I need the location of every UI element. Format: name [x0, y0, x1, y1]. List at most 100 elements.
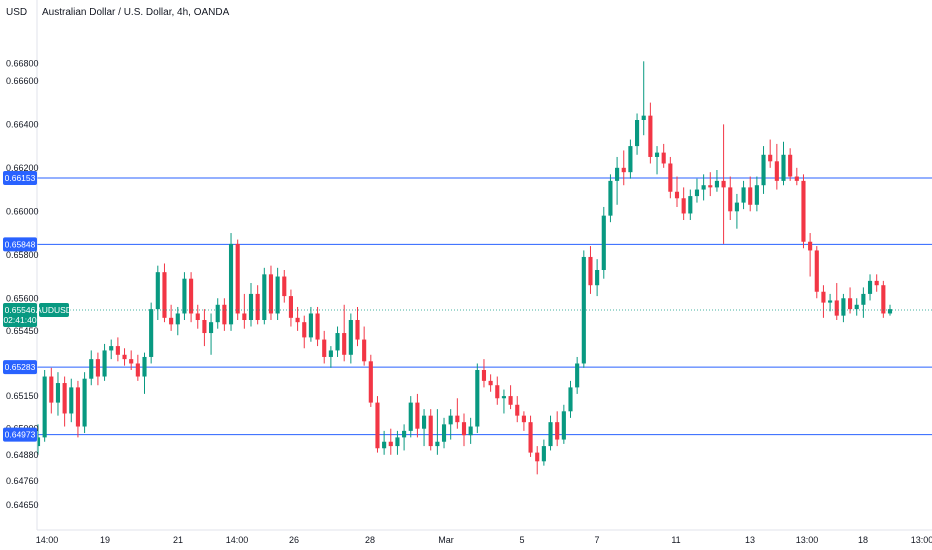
candle-body [801, 180, 806, 242]
candle [774, 143, 779, 190]
candle [581, 250, 586, 368]
candle [808, 233, 813, 277]
candle [308, 306, 313, 342]
candle [182, 272, 187, 320]
candle-body [62, 383, 67, 414]
candle [867, 274, 873, 301]
candle [548, 415, 553, 451]
candle-body [142, 356, 147, 377]
price-tick-label: 0.65800 [6, 250, 39, 260]
level-tag-label: 0.64973 [5, 430, 36, 440]
candle-body [708, 185, 713, 188]
candle-body [828, 300, 833, 303]
price-tick-label: 0.64650 [6, 500, 39, 510]
candle-body [555, 422, 560, 440]
candle-body [135, 363, 140, 377]
candle-body [634, 120, 640, 147]
candle [628, 139, 633, 179]
candle [681, 187, 686, 220]
candle [368, 354, 373, 407]
candle-body [734, 202, 739, 212]
candle [528, 415, 533, 457]
candle [362, 326, 367, 366]
candle-body [235, 243, 240, 314]
level-tag-label: 0.65283 [5, 362, 36, 372]
candle [202, 309, 207, 347]
candle [262, 267, 267, 325]
candle [335, 326, 340, 357]
candle-body [189, 278, 194, 314]
candle [342, 304, 347, 362]
candle-body [308, 313, 313, 338]
time-tick-label: 13:00 [911, 535, 932, 545]
candle [448, 409, 453, 440]
candle [142, 352, 147, 394]
candle-body [202, 320, 207, 334]
candle-body [342, 333, 347, 355]
candle-body [455, 415, 460, 423]
candle-body [834, 300, 839, 316]
candle [122, 348, 127, 366]
candle-body [475, 370, 480, 427]
candle-body [355, 320, 360, 340]
candle-body [248, 293, 254, 320]
candle-body [854, 304, 859, 310]
candle-body [149, 309, 154, 357]
candle [475, 363, 480, 434]
candle [535, 446, 540, 475]
candle [814, 246, 819, 299]
candle-body [175, 313, 180, 325]
time-tick-label: Mar [438, 535, 454, 545]
candle-body [688, 196, 693, 214]
candle [595, 259, 600, 297]
level-tag-label: 0.65848 [5, 239, 36, 249]
candle-body [728, 187, 733, 212]
candle [441, 417, 447, 449]
level-tag [3, 237, 37, 252]
candle-body [282, 276, 287, 297]
time-tick-label: 11 [671, 535, 680, 545]
candle-body [49, 376, 54, 403]
candle-body [169, 317, 174, 325]
candle [288, 289, 294, 327]
candle [841, 293, 846, 323]
level-tag [3, 427, 37, 442]
candle [208, 313, 214, 355]
candle-body [375, 402, 380, 449]
candle [355, 306, 360, 347]
candle [408, 396, 413, 438]
candle-body [628, 146, 633, 173]
time-axis[interactable]: 14:00 19 21 14:00 26 28 Mar 5 7 11 13 13:00 18 13:00 [36, 535, 932, 545]
candle [89, 350, 94, 386]
price-tick-label: 0.65450 [6, 326, 39, 336]
candle-body [402, 430, 407, 438]
candle-body [515, 404, 520, 416]
price-tick-label: 0.65600 [6, 293, 39, 303]
candle-body [541, 446, 546, 462]
level-tag [3, 360, 37, 375]
candle [741, 180, 746, 210]
candle-body [368, 361, 373, 403]
price-tick-label: 0.64880 [6, 450, 39, 460]
candle [322, 330, 327, 364]
candles[interactable] [35, 61, 893, 475]
candle [508, 385, 513, 410]
candle-body [195, 313, 200, 320]
candle-body [588, 256, 593, 286]
candle-body [109, 346, 114, 351]
candle-body [441, 424, 447, 442]
candle-body [615, 167, 620, 181]
candle-body [162, 272, 167, 318]
price-tick-label: 0.64760 [6, 476, 39, 486]
candle [295, 306, 300, 331]
candle [674, 176, 680, 207]
candle-body [129, 359, 134, 364]
candle [708, 172, 713, 197]
time-tick-label: 21 [173, 535, 183, 545]
candle-body [228, 243, 234, 325]
candle [242, 293, 247, 329]
candle-body [528, 422, 533, 453]
candle [495, 376, 500, 405]
currency-label: USD [6, 7, 27, 18]
